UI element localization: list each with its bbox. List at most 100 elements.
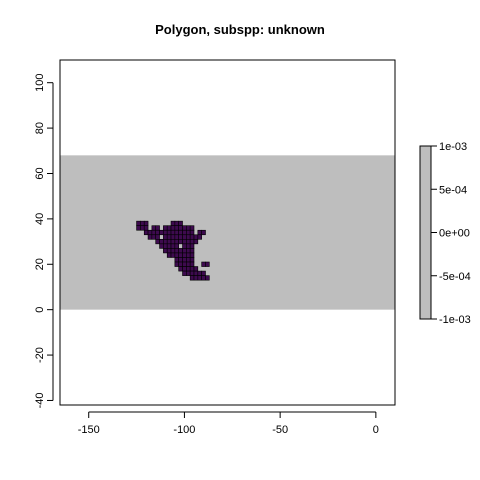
polygon-cell	[198, 230, 202, 235]
polygon-cell	[152, 226, 156, 231]
legend-tick-label: -1e-03	[439, 314, 471, 326]
polygon-cell	[179, 239, 183, 244]
polygon-cell	[175, 248, 179, 253]
y-axis: -40 -20 0 20 40 60 80 100	[34, 74, 53, 409]
polygon-cell	[190, 239, 194, 244]
polygon-cell	[140, 221, 144, 226]
polygon-cell	[171, 239, 175, 244]
polygon-cell	[167, 230, 171, 235]
legend: 1e-03 5e-04 0e+00 -5e-04 -1e-03	[420, 141, 471, 326]
polygon-cell	[183, 230, 187, 235]
polygon-cell	[186, 248, 190, 253]
polygon-cell	[167, 235, 171, 240]
polygon-cell	[144, 221, 148, 226]
y-tick-label: 60	[34, 167, 46, 179]
polygon-cell	[194, 271, 198, 276]
polygon-cell	[194, 239, 198, 244]
polygon-cell	[190, 244, 194, 249]
x-tick-label: -50	[272, 424, 288, 436]
x-tick-label: -100	[173, 424, 195, 436]
polygon-cell	[198, 276, 202, 281]
polygon-cell	[175, 239, 179, 244]
polygon-cell	[186, 230, 190, 235]
polygon-cell	[198, 235, 202, 240]
polygon-cell	[186, 239, 190, 244]
x-axis: -150 -100 -50 0	[78, 412, 379, 436]
polygon-cell	[202, 230, 206, 235]
polygon-cell	[179, 253, 183, 258]
polygon-cell	[175, 257, 179, 262]
y-tick-label: 80	[34, 122, 46, 134]
polygon-cell	[183, 262, 187, 267]
polygon-cell	[144, 226, 148, 231]
y-tick-label: -40	[34, 393, 46, 409]
polygon-cell	[194, 235, 198, 240]
polygon-cell	[152, 235, 156, 240]
y-tick-label: 0	[34, 307, 46, 313]
polygon-cell	[190, 248, 194, 253]
polygon-cell	[186, 253, 190, 258]
polygon-cell	[163, 235, 167, 240]
polygon-cell	[163, 239, 167, 244]
polygon-cell	[171, 248, 175, 253]
polygon-cell	[202, 276, 206, 281]
y-tick-label: 20	[34, 258, 46, 270]
polygon-cell	[179, 235, 183, 240]
polygon-cell	[175, 244, 179, 249]
polygon-cell	[198, 271, 202, 276]
polygon-cell	[194, 267, 198, 272]
polygon-cell	[167, 248, 171, 253]
polygon-cell	[183, 239, 187, 244]
polygon-cell	[137, 221, 141, 226]
polygon-cell	[144, 230, 148, 235]
polygon-cell	[190, 226, 194, 231]
polygon-cell	[186, 257, 190, 262]
polygon-cell	[205, 276, 209, 281]
legend-tick-label: 0e+00	[439, 228, 470, 240]
polygon-cell	[186, 271, 190, 276]
polygon-cell	[137, 226, 141, 231]
polygon-cell	[167, 253, 171, 258]
polygon-cell	[163, 226, 167, 231]
polygon-cell	[190, 230, 194, 235]
polygon-cell	[175, 253, 179, 258]
polygon-cell	[190, 262, 194, 267]
polygon-cell	[163, 248, 167, 253]
polygon-cell	[179, 226, 183, 231]
polygon-cell	[160, 239, 164, 244]
polygon-cell	[171, 230, 175, 235]
polygon-cell	[156, 239, 160, 244]
polygon-cell	[183, 226, 187, 231]
polygon-cell	[175, 235, 179, 240]
polygon-cell	[179, 230, 183, 235]
polygon-cell	[160, 244, 164, 249]
polygon-cell	[190, 276, 194, 281]
polygon-cell	[140, 226, 144, 231]
polygon-cell	[171, 226, 175, 231]
polygon-cell	[167, 226, 171, 231]
polygon-cell	[186, 235, 190, 240]
y-tick-label: 40	[34, 213, 46, 225]
polygon-cell	[205, 262, 209, 267]
polygon-cell	[186, 244, 190, 249]
polygon-cell	[148, 235, 152, 240]
polygon-cell	[156, 235, 160, 240]
polygon-cell	[179, 248, 183, 253]
polygon-cell	[163, 244, 167, 249]
y-tick-label: -20	[34, 347, 46, 363]
polygon-cell	[202, 271, 206, 276]
polygon-cell	[148, 230, 152, 235]
polygon-cell	[183, 271, 187, 276]
polygon-cell	[167, 239, 171, 244]
polygon-cell	[171, 253, 175, 258]
polygon-cell	[167, 244, 171, 249]
polygon-cell	[179, 257, 183, 262]
polygon-cell	[183, 253, 187, 258]
polygon-cell	[175, 226, 179, 231]
x-tick-label: -150	[78, 424, 100, 436]
polygon-cell	[202, 262, 206, 267]
polygon-cell	[190, 253, 194, 258]
legend-color-bar	[420, 146, 431, 319]
legend-tick-label: -5e-04	[439, 271, 471, 283]
